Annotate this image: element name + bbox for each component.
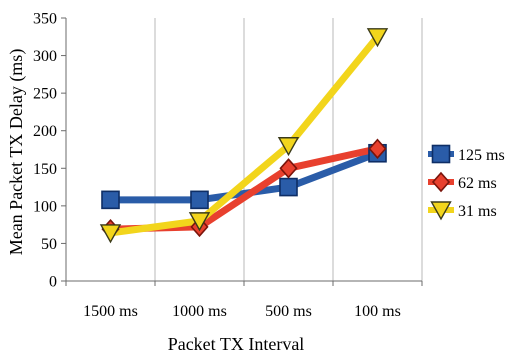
x-tick-label: 500 ms [265, 303, 312, 320]
legend-marker [431, 144, 451, 164]
data-point [366, 28, 389, 48]
series-line [107, 33, 381, 237]
data-point [277, 137, 300, 157]
data-point [188, 212, 211, 232]
y-tick-label: 350 [33, 11, 57, 28]
legend-label: 62 ms [458, 175, 497, 192]
y-tick-label: 100 [33, 198, 57, 215]
y-tick-label: 150 [33, 161, 57, 178]
legend-marker [431, 171, 451, 193]
series-lines [107, 33, 381, 237]
series-markers [99, 28, 389, 244]
y-tick-label: 300 [33, 48, 57, 65]
x-tick-label: 100 ms [354, 303, 401, 320]
data-point [101, 190, 120, 210]
data-point [190, 190, 209, 210]
y-tick-label: 50 [41, 236, 57, 253]
data-point [279, 158, 298, 179]
x-axis-title: Packet TX Interval [168, 334, 305, 354]
y-tick-label: 250 [33, 86, 57, 103]
data-point [368, 138, 387, 159]
x-tick-label: 1000 ms [172, 303, 227, 320]
data-point [279, 177, 298, 197]
legend: 125 ms 62 ms 31 ms [428, 144, 505, 221]
y-tick-label: 0 [49, 274, 57, 291]
x-tick-label: 1500 ms [83, 303, 138, 320]
legend-item: 31 ms [428, 201, 497, 221]
legend-label: 31 ms [458, 203, 497, 220]
x-tick-labels: 1500 ms 1000 ms 500 ms 100 ms [83, 303, 401, 320]
grid [154, 18, 423, 281]
legend-item: 62 ms [428, 171, 497, 193]
legend-label: 125 ms [458, 147, 505, 164]
data-point [99, 224, 122, 244]
legend-marker [430, 201, 452, 221]
axes [61, 17, 423, 286]
legend-item: 125 ms [428, 144, 505, 164]
y-axis-title: Mean Packet TX Delay (ms) [6, 49, 27, 256]
y-tick-label: 200 [33, 123, 57, 140]
y-tick-labels: 0 50 100 150 200 250 300 350 [33, 11, 57, 291]
